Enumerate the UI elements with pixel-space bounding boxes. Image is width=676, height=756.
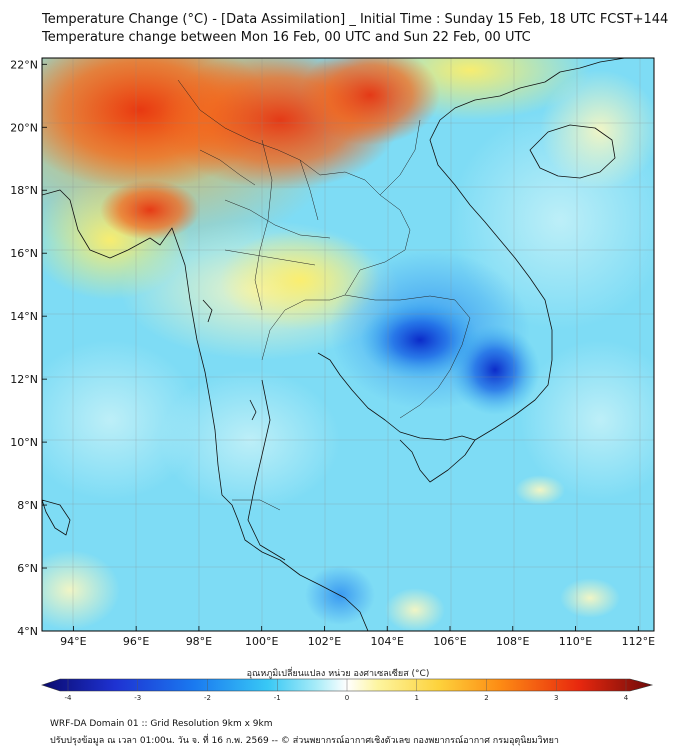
lon-tick-label: 102°E bbox=[308, 635, 341, 648]
colorbar-tick-label: 2 bbox=[484, 694, 488, 702]
lat-tick-label: 16°N bbox=[10, 247, 38, 260]
lon-tick-label: 96°E bbox=[123, 635, 149, 648]
lon-tick-label: 112°E bbox=[622, 635, 655, 648]
colorbar-tick-label: 0 bbox=[345, 694, 349, 702]
temperature-field bbox=[42, 58, 654, 631]
colorbar-title: อุณหภูมิเปลี่ยนแปลง หน่วย องศาเซลเซียส (… bbox=[246, 669, 430, 679]
lon-tick-label: 108°E bbox=[496, 635, 529, 648]
latitude-axis: 22°N 20°N 18°N 16°N 14°N 12°N 10°N 8°N 6°N 4°N bbox=[10, 58, 47, 638]
lon-tick-label: 94°E bbox=[60, 635, 86, 648]
lat-tick-label: 10°N bbox=[10, 436, 38, 449]
lat-tick-label: 6°N bbox=[17, 562, 38, 575]
update-info: ปรับปรุงข้อมูล ณ เวลา 01:00น. วัน จ. ที่… bbox=[50, 736, 559, 746]
lat-tick-label: 18°N bbox=[10, 184, 38, 197]
colorbar-tick-label: -2 bbox=[204, 694, 211, 702]
colorbar: -4 -3 -2 -1 0 1 2 3 4 bbox=[41, 678, 654, 702]
graticule bbox=[42, 58, 654, 631]
colorbar-tick-label: 1 bbox=[415, 694, 419, 702]
lat-tick-label: 12°N bbox=[10, 373, 38, 386]
lon-tick-label: 100°E bbox=[245, 635, 278, 648]
colorbar-tick-label: 3 bbox=[554, 694, 558, 702]
colorbar-ticks: -4 -3 -2 -1 0 1 2 3 4 bbox=[65, 679, 629, 702]
lat-tick-label: 20°N bbox=[10, 121, 38, 134]
lat-tick-label: 4°N bbox=[17, 625, 38, 638]
map-subtitle: Temperature change between Mon 16 Feb, 0… bbox=[42, 30, 531, 45]
colorbar-tick-label: -1 bbox=[274, 694, 281, 702]
coastlines bbox=[42, 58, 626, 631]
map-title: Temperature Change (°C) - [Data Assimila… bbox=[42, 12, 669, 27]
lon-tick-label: 106°E bbox=[433, 635, 466, 648]
lon-tick-label: 104°E bbox=[371, 635, 404, 648]
lon-tick-label: 98°E bbox=[186, 635, 212, 648]
lon-tick-label: 110°E bbox=[559, 635, 592, 648]
model-info: WRF-DA Domain 01 :: Grid Resolution 9km … bbox=[50, 719, 273, 729]
longitude-axis: 94°E 96°E 98°E 100°E 102°E 104°E 106°E 108°E 110… bbox=[60, 626, 655, 648]
colorbar-tick-label: -3 bbox=[134, 694, 141, 702]
lat-tick-label: 8°N bbox=[17, 499, 38, 512]
lat-tick-label: 14°N bbox=[10, 310, 38, 323]
admin-boundaries bbox=[177, 79, 471, 511]
colorbar-tick-label: -4 bbox=[65, 694, 73, 702]
lat-tick-label: 22°N bbox=[10, 58, 38, 71]
colorbar-tick-label: 4 bbox=[624, 694, 629, 702]
plot-frame bbox=[41, 57, 655, 632]
